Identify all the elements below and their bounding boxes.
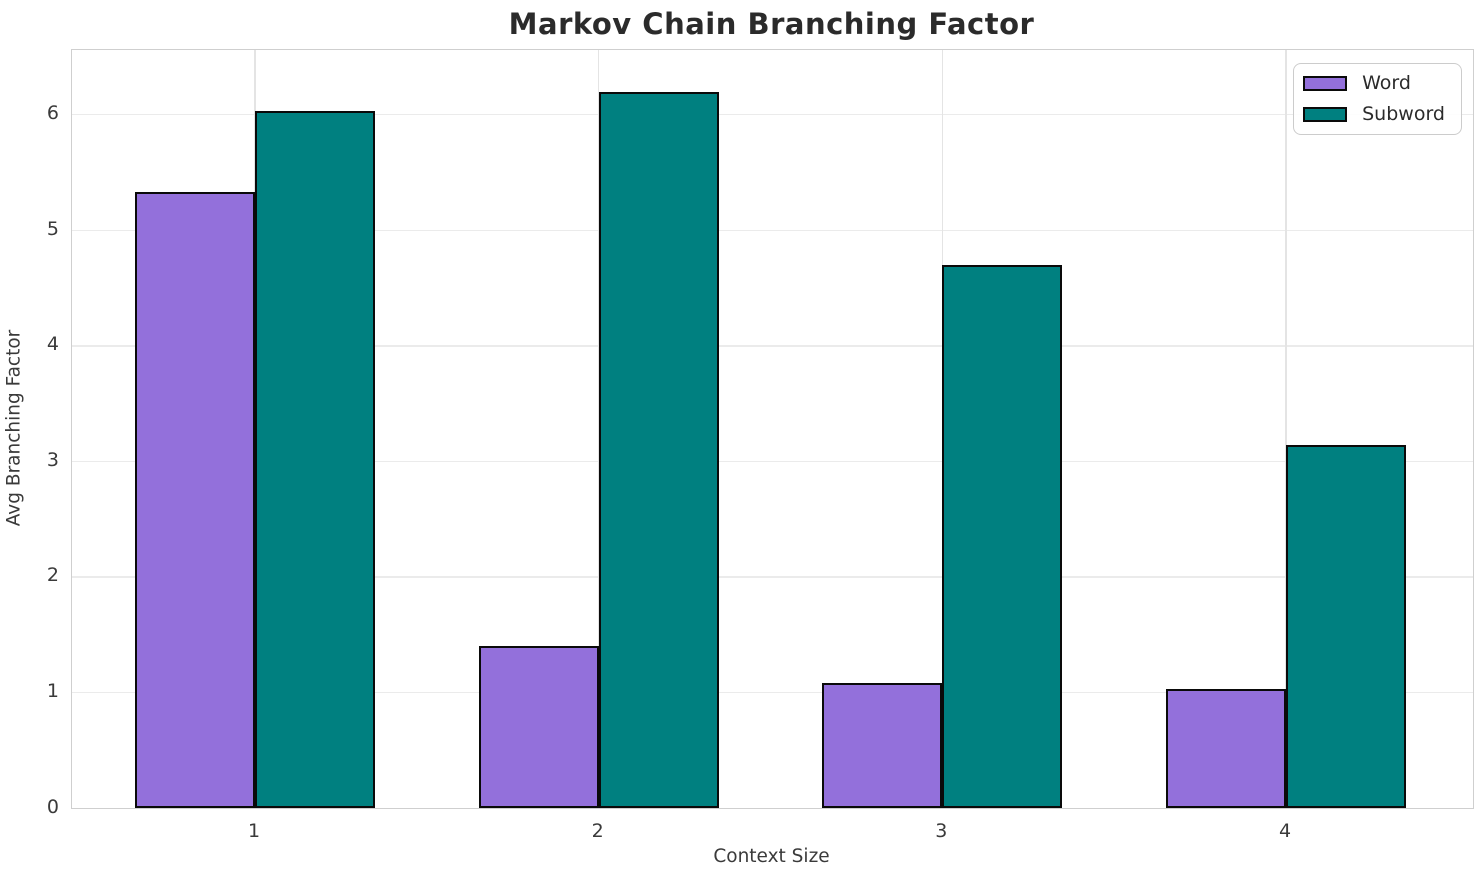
legend-swatch-subword xyxy=(1303,107,1348,122)
x-tick-label-4: 4 xyxy=(1278,820,1292,842)
gridline-y-4 xyxy=(72,345,1473,347)
gridline-y-2 xyxy=(72,576,1473,578)
gridline-y-6 xyxy=(72,113,1473,116)
plot-area: Word Subword xyxy=(71,49,1474,809)
bar-word-3 xyxy=(822,683,943,808)
x-tick-label-3: 3 xyxy=(935,820,948,842)
bar-subword-4 xyxy=(1286,445,1406,808)
bar-subword-1 xyxy=(255,111,375,808)
legend-label-word: Word xyxy=(1362,72,1411,94)
y-tick-label-5: 5 xyxy=(46,217,59,240)
x-tick-label-1: 1 xyxy=(247,820,261,842)
y-tick-label-6: 6 xyxy=(46,102,59,125)
bar-word-2 xyxy=(478,646,599,808)
legend-label-subword: Subword xyxy=(1362,103,1445,125)
gridline-y-1 xyxy=(72,691,1473,694)
legend: Word Subword xyxy=(1293,63,1462,135)
y-tick-label-4: 4 xyxy=(46,333,59,356)
gridline-y-3 xyxy=(72,460,1473,463)
legend-entry-word: Word xyxy=(1303,73,1445,94)
y-axis-label: Avg Branching Factor xyxy=(3,329,25,527)
y-tick-label-3: 3 xyxy=(46,448,59,471)
y-tick-label-0: 0 xyxy=(46,795,59,818)
x-tick-label-2: 2 xyxy=(591,820,604,842)
legend-swatch-word xyxy=(1303,76,1348,91)
y-tick-label-2: 2 xyxy=(46,564,59,587)
bar-subword-2 xyxy=(598,91,719,808)
bar-word-4 xyxy=(1166,688,1286,808)
legend-entry-subword: Subword xyxy=(1303,104,1445,125)
chart-title: Markov Chain Branching Factor xyxy=(508,7,1035,41)
bar-word-1 xyxy=(135,192,255,808)
bar-subword-3 xyxy=(942,264,1063,808)
gridline-y-5 xyxy=(72,229,1473,231)
y-tick-label-1: 1 xyxy=(46,679,59,702)
x-axis-label: Context Size xyxy=(713,846,830,867)
gridline-x-4 xyxy=(1285,50,1287,808)
